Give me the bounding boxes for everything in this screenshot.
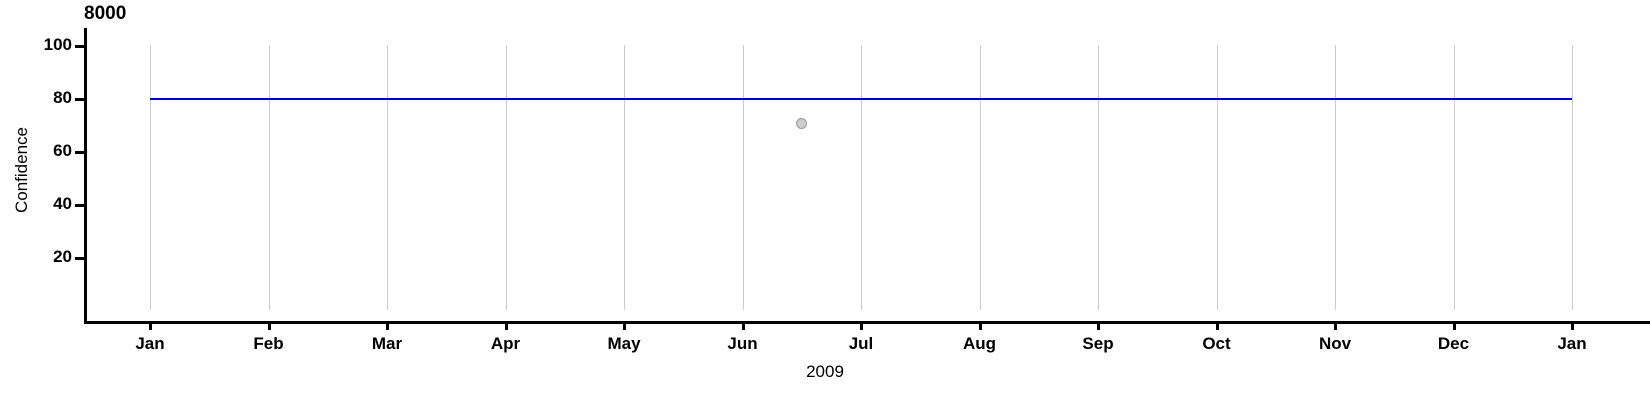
x-tick-mark	[978, 321, 982, 330]
grid-line-vertical	[387, 45, 388, 310]
x-tick-label: Feb	[253, 334, 284, 353]
x-tick-mark	[504, 321, 508, 330]
grid-line-vertical	[505, 45, 507, 310]
x-axis-title: 2009	[806, 362, 844, 381]
x-tick-mark	[1097, 321, 1100, 330]
x-axis-line	[84, 321, 1650, 324]
grid-line-vertical	[150, 45, 151, 310]
x-tick-label: Sep	[1082, 334, 1114, 353]
grid-line-vertical	[1335, 45, 1336, 310]
data-point-marker[interactable]	[795, 118, 807, 130]
grid-line-vertical	[1216, 45, 1218, 310]
grid-line-vertical	[268, 45, 270, 310]
x-tick-label: Jan	[135, 334, 165, 353]
x-tick-mark	[386, 321, 389, 330]
x-tick-mark	[860, 321, 863, 330]
grid-line-vertical	[742, 45, 744, 310]
y-tick-mark	[75, 151, 84, 154]
x-tick-mark	[1215, 321, 1219, 330]
x-tick-mark	[623, 321, 626, 330]
y-tick-label: 20	[53, 247, 72, 266]
y-axis-line	[84, 28, 87, 324]
y-tick-label: 40	[53, 194, 72, 213]
x-tick-mark	[149, 321, 152, 330]
grid-line-vertical	[624, 45, 625, 310]
y-tick-mark	[75, 204, 84, 207]
y-tick-mark	[75, 45, 84, 48]
x-tick-label: Jul	[848, 334, 874, 353]
y-tick-label: 60	[53, 141, 72, 160]
x-tick-label: Mar	[371, 334, 403, 353]
y-tick-mark	[75, 98, 84, 101]
x-tick-mark	[1452, 321, 1456, 330]
x-tick-mark	[741, 321, 745, 330]
grid-line-vertical	[979, 45, 981, 310]
y-axis-title: Confidence	[12, 127, 31, 214]
x-tick-label: Jun	[727, 334, 758, 353]
threshold-line	[150, 98, 1572, 100]
x-tick-mark	[1334, 321, 1337, 330]
x-tick-label: Oct	[1202, 334, 1231, 353]
chart-title: 8000	[84, 3, 127, 24]
x-tick-label: Jan	[1557, 334, 1587, 353]
x-tick-label: Aug	[962, 334, 997, 353]
grid-line-vertical	[1572, 45, 1573, 310]
y-tick-label: 100	[43, 35, 72, 54]
x-tick-mark	[1571, 321, 1574, 330]
y-tick-mark	[75, 257, 84, 260]
x-tick-mark	[267, 321, 271, 330]
x-tick-label: Apr	[490, 334, 521, 353]
grid-line-vertical	[1098, 45, 1099, 310]
grid-line-vertical	[1453, 45, 1455, 310]
y-tick-label: 80	[53, 88, 72, 107]
x-tick-label: Nov	[1318, 334, 1352, 353]
grid-line-vertical	[861, 45, 862, 310]
x-tick-label: Dec	[1437, 334, 1470, 353]
plot-area	[84, 45, 1650, 310]
x-tick-label: May	[607, 334, 641, 353]
